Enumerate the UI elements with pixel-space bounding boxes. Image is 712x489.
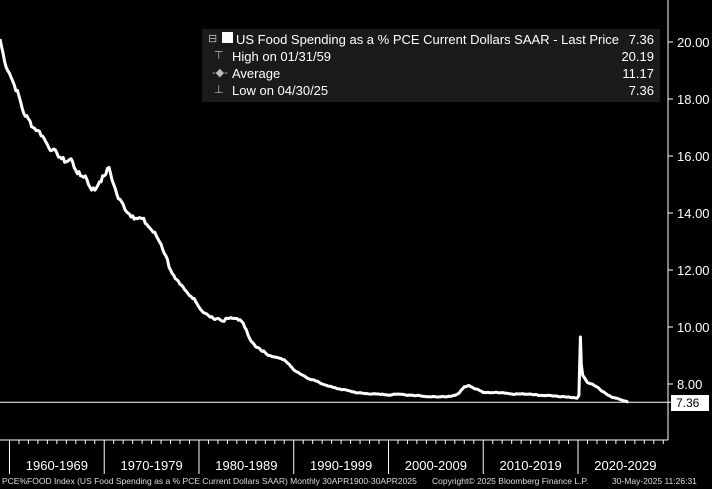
y-tick-label: 8.00: [677, 377, 702, 392]
y-tick-label: 10.00: [677, 320, 710, 335]
legend-high-label: High on 01/31/59: [232, 49, 332, 64]
legend-row-average: Average 11.17: [232, 65, 654, 82]
y-tick-label: 20.00: [677, 35, 710, 50]
footer-ticker: PCE%FOOD Index (US Food Spending as a % …: [2, 476, 417, 486]
x-tick-label: 1980-1989: [215, 458, 277, 473]
average-marker-icon: -◆-: [212, 67, 228, 79]
legend-average-value: 11.17: [622, 66, 654, 81]
series-color-swatch: [222, 32, 233, 43]
footer-copyright: Copyright© 2025 Bloomberg Finance L.P.: [432, 476, 589, 486]
footer-timestamp: 30-May-2025 11:26:31: [612, 476, 697, 486]
x-tick-label: 2010-2019: [500, 458, 562, 473]
collapse-icon[interactable]: ⊟: [208, 33, 218, 45]
x-tick-label: 2000-2009: [405, 458, 467, 473]
legend-low-label: Low on 04/30/25: [232, 83, 329, 98]
legend-row-last-price: US Food Spending as a % PCE Current Doll…: [236, 31, 654, 48]
low-marker-icon: ⊥: [214, 84, 224, 96]
legend-series-label: US Food Spending as a % PCE Current Doll…: [236, 32, 619, 47]
legend-last-value: 7.36: [628, 32, 654, 47]
y-tick-label: 18.00: [677, 92, 710, 107]
x-tick-label: 1990-1999: [310, 458, 372, 473]
legend-high-value: 20.19: [621, 49, 654, 64]
footer-bar: PCE%FOOD Index (US Food Spending as a % …: [0, 474, 712, 489]
high-marker-icon: ⊤: [214, 50, 224, 62]
legend-row-low: Low on 04/30/25 7.36: [232, 82, 654, 99]
x-axis-ticks: 1960-1969 1970-1979 1980-1989 1990-1999 2000…: [8, 440, 664, 474]
x-tick-label: 1960-1969: [26, 458, 88, 473]
series-line: [0, 38, 629, 404]
legend-row-high: High on 01/31/59 20.19: [232, 48, 654, 65]
legend-average-label: Average: [232, 66, 281, 81]
last-price-tag-label: 7.36: [676, 396, 700, 410]
y-tick-label: 14.00: [677, 206, 710, 221]
legend-panel: ⊟ US Food Spending as a % PCE Current Do…: [202, 29, 660, 102]
legend-low-value: 7.36: [628, 83, 654, 98]
last-price-tag: [671, 395, 709, 411]
x-tick-label: 2020-2029: [594, 458, 656, 473]
y-tick-label: 12.00: [677, 263, 710, 278]
y-axis-ticks: 8.00 10.00 12.00 14.00 16.00 18.00 20.00: [668, 35, 710, 392]
y-tick-label: 16.00: [677, 149, 710, 164]
x-tick-label: 1970-1979: [121, 458, 183, 473]
